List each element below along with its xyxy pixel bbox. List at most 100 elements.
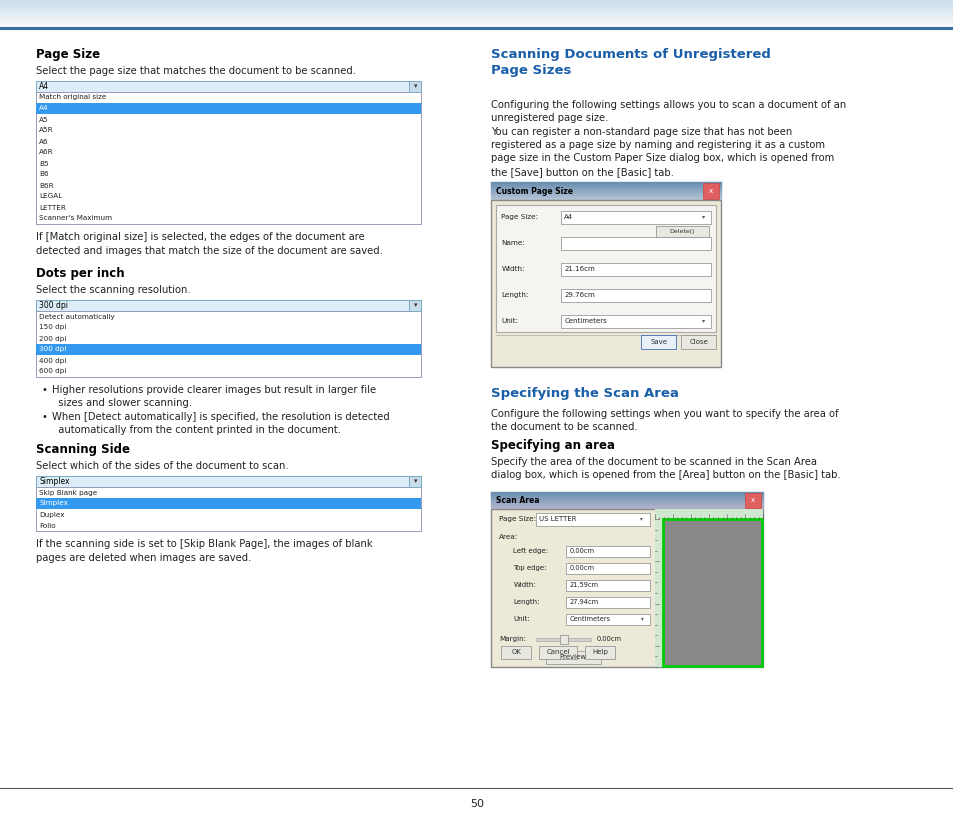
Text: B6: B6 [39, 172, 49, 178]
Bar [536, 513, 649, 526]
Text: x: x [750, 497, 755, 504]
Bar [36, 103, 421, 114]
Bar [566, 597, 649, 608]
Text: A5R: A5R [39, 128, 53, 133]
Text: A6: A6 [39, 138, 49, 145]
Text: 400 dpi: 400 dpi [39, 357, 67, 363]
Text: Name:: Name: [500, 240, 525, 246]
Bar [566, 580, 649, 591]
Text: OK: OK [511, 649, 520, 655]
Text: 200 dpi: 200 dpi [39, 335, 67, 341]
Text: Centimeters: Centimeters [564, 318, 606, 324]
Text: Detect automatically: Detect automatically [39, 313, 115, 320]
Bar [654, 519, 661, 667]
Bar [36, 487, 421, 531]
Text: 600 dpi: 600 dpi [39, 368, 67, 375]
Bar [560, 263, 711, 276]
Text: Match original size: Match original size [39, 95, 107, 101]
Text: Scanning Side: Scanning Side [36, 443, 131, 456]
Bar [560, 289, 711, 302]
Text: 29.76cm: 29.76cm [564, 292, 595, 298]
Bar [560, 211, 711, 224]
Bar [661, 519, 761, 666]
Text: 21.16cm: 21.16cm [564, 266, 595, 272]
Text: LEGAL: LEGAL [39, 194, 63, 200]
Text: Folio: Folio [39, 523, 56, 528]
Text: ▾: ▾ [414, 303, 416, 308]
Bar [566, 614, 649, 625]
Text: B6R: B6R [39, 182, 53, 188]
Text: Area:: Area: [498, 534, 518, 540]
Bar [500, 646, 531, 659]
Text: Page Size: Page Size [36, 48, 100, 61]
Bar [656, 226, 709, 237]
Text: Width:: Width: [513, 582, 536, 588]
Text: ▾: ▾ [701, 214, 704, 219]
Bar [36, 498, 421, 509]
Text: Length:: Length: [500, 292, 528, 298]
Text: A5: A5 [39, 116, 49, 123]
Text: ▾: ▾ [640, 617, 643, 622]
Bar [36, 311, 421, 377]
Text: Length:: Length: [513, 599, 539, 605]
Bar [560, 237, 711, 250]
Text: ▾: ▾ [414, 83, 416, 89]
Bar [538, 646, 577, 659]
Text: When [Detect automatically] is specified, the resolution is detected
  automatic: When [Detect automatically] is specified… [52, 412, 390, 435]
Text: Select the page size that matches the document to be scanned.: Select the page size that matches the do… [36, 66, 355, 76]
Text: Save: Save [650, 339, 667, 345]
Text: ▾: ▾ [701, 318, 704, 323]
Text: Top edge:: Top edge: [513, 565, 546, 571]
Text: x: x [708, 188, 713, 194]
Text: Unit:: Unit: [513, 616, 530, 622]
Text: A4: A4 [39, 82, 50, 91]
Bar [654, 509, 762, 519]
Bar [491, 200, 720, 367]
Bar [491, 509, 762, 667]
Text: Cancel: Cancel [546, 649, 570, 655]
Bar [566, 563, 649, 574]
Text: 21.59cm: 21.59cm [569, 582, 598, 588]
Text: Left edge:: Left edge: [513, 548, 548, 554]
Text: A6R: A6R [39, 150, 53, 155]
Text: Margin:: Margin: [498, 636, 526, 642]
Text: 0.00cm: 0.00cm [569, 565, 594, 571]
Text: 300 dpi: 300 dpi [39, 301, 69, 310]
Bar [36, 344, 421, 355]
Text: If the scanning side is set to [Skip Blank Page], the images of blank
pages are : If the scanning side is set to [Skip Bla… [36, 539, 373, 563]
Bar [744, 493, 760, 508]
Text: Configure the following settings when you want to specify the area of
the docume: Configure the following settings when yo… [491, 409, 838, 433]
Bar [36, 92, 421, 224]
Bar [36, 300, 421, 311]
Text: Scan Area: Scan Area [496, 496, 539, 505]
Text: Duplex: Duplex [39, 511, 65, 518]
Text: Preview: Preview [559, 654, 586, 660]
Text: Select the scanning resolution.: Select the scanning resolution. [36, 285, 191, 295]
Text: Page Size:: Page Size: [498, 516, 536, 522]
Bar [566, 546, 649, 557]
Bar [559, 635, 567, 644]
Text: Simplex: Simplex [39, 477, 70, 486]
Text: Dots per inch: Dots per inch [36, 267, 125, 280]
Text: Higher resolutions provide clearer images but result in larger file
  sizes and : Higher resolutions provide clearer image… [52, 385, 376, 408]
Text: Custom Page Size: Custom Page Size [496, 187, 573, 196]
Bar [409, 476, 421, 487]
Text: Configuring the following settings allows you to scan a document of an
unregiste: Configuring the following settings allow… [491, 100, 845, 177]
Text: 300 dpi: 300 dpi [39, 347, 67, 353]
Text: Scanner's Maximum: Scanner's Maximum [39, 215, 112, 222]
Bar [496, 205, 716, 332]
Text: 27.94cm: 27.94cm [569, 599, 598, 605]
Bar [680, 335, 716, 349]
Text: Specifying an area: Specifying an area [491, 439, 615, 452]
Text: LETTER: LETTER [39, 204, 66, 210]
Text: •: • [41, 412, 47, 422]
Text: Select which of the sides of the document to scan.: Select which of the sides of the documen… [36, 461, 289, 471]
Text: Page Size:: Page Size: [500, 214, 537, 220]
Bar [560, 315, 711, 328]
Text: US LETTER: US LETTER [538, 516, 577, 522]
Text: 0.00cm: 0.00cm [596, 636, 620, 642]
Text: 50: 50 [470, 799, 483, 809]
Text: B5: B5 [39, 160, 49, 167]
Text: ▾: ▾ [639, 516, 642, 522]
Text: 150 dpi: 150 dpi [39, 325, 67, 330]
